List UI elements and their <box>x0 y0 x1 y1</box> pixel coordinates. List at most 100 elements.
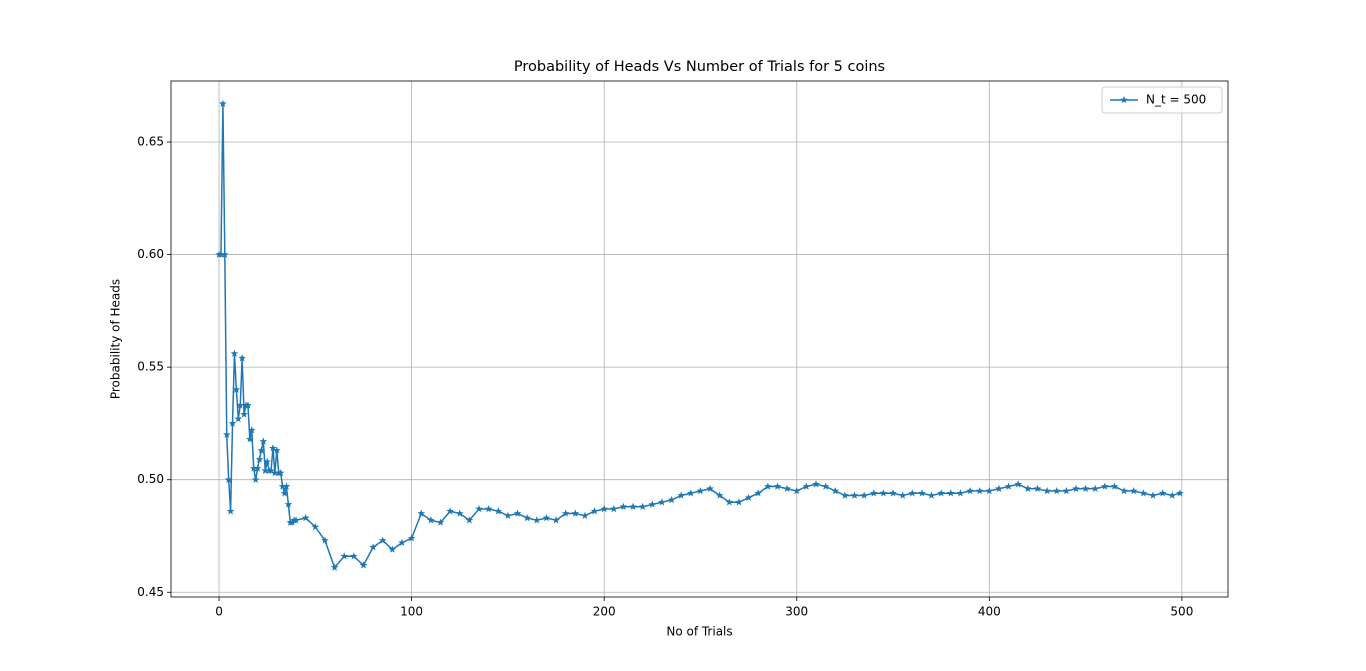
y-tick-label: 0.55 <box>137 360 164 374</box>
point-marker <box>321 536 329 544</box>
point-marker <box>831 486 840 495</box>
point-marker <box>436 518 445 526</box>
point-marker <box>638 502 647 510</box>
point-marker <box>257 446 266 454</box>
point-marker <box>244 401 252 409</box>
point-marker <box>219 99 227 107</box>
point-marker <box>648 500 657 508</box>
point-marker <box>985 486 994 495</box>
point-marker <box>455 509 464 517</box>
point-marker <box>330 563 339 571</box>
point-marker <box>224 475 233 483</box>
point-marker <box>908 489 917 497</box>
point-marker <box>869 489 878 497</box>
legend-label: N_t = 500 <box>1146 93 1206 107</box>
point-marker <box>261 466 270 474</box>
point-marker <box>255 455 264 463</box>
point-marker <box>590 507 599 515</box>
point-marker <box>715 491 724 499</box>
plot-frame <box>170 80 1229 598</box>
point-marker <box>561 509 570 517</box>
point-marker <box>228 419 237 427</box>
point-marker <box>744 493 753 501</box>
point-marker <box>263 457 271 465</box>
point-marker <box>735 498 743 506</box>
x-axis-label: No of Trials <box>666 625 732 639</box>
point-marker <box>369 543 377 551</box>
x-tick-label: 100 <box>400 605 423 619</box>
point-marker <box>259 437 268 445</box>
point-marker <box>850 491 859 499</box>
point-marker <box>226 507 235 515</box>
point-marker <box>359 561 368 569</box>
point-marker <box>725 498 734 506</box>
point-marker <box>995 484 1003 492</box>
point-marker <box>1024 484 1032 492</box>
point-marker <box>821 482 830 490</box>
point-marker <box>947 489 955 497</box>
point-marker <box>484 504 493 513</box>
point-marker <box>696 486 705 495</box>
point-marker <box>271 468 279 477</box>
point-marker <box>1004 482 1013 490</box>
point-marker <box>230 349 239 357</box>
legend-marker <box>1120 96 1128 104</box>
point-marker <box>1033 484 1042 492</box>
point-marker <box>898 491 907 499</box>
point-marker <box>1129 486 1138 495</box>
point-marker <box>253 464 262 472</box>
point-marker <box>247 426 256 434</box>
point-marker <box>269 444 277 452</box>
point-marker <box>350 552 358 560</box>
point-marker <box>956 489 965 497</box>
point-marker <box>222 430 231 438</box>
series-line <box>219 103 1181 569</box>
point-marker <box>249 464 258 472</box>
legend-box <box>1101 86 1223 114</box>
point-marker <box>475 504 483 513</box>
point-marker <box>792 486 801 495</box>
y-tick-label: 0.45 <box>137 585 164 599</box>
point-marker <box>1052 486 1061 495</box>
point-marker <box>1149 491 1157 499</box>
point-marker <box>301 513 310 522</box>
point-marker <box>706 484 714 492</box>
point-marker <box>812 480 820 488</box>
point-marker <box>629 502 637 510</box>
point-marker <box>378 536 387 544</box>
point-marker <box>280 489 289 497</box>
point-marker <box>975 486 984 495</box>
point-marker <box>284 500 293 508</box>
chart-title: Probability of Heads Vs Number of Trials… <box>514 59 885 75</box>
point-marker <box>918 489 926 497</box>
point-marker <box>841 491 849 499</box>
point-marker <box>658 498 666 506</box>
point-marker <box>860 491 868 499</box>
point-marker <box>879 489 888 497</box>
point-marker <box>1101 482 1109 490</box>
point-marker <box>273 446 281 454</box>
point-marker <box>446 507 454 515</box>
point-marker <box>677 491 686 499</box>
point-marker <box>1043 486 1051 495</box>
point-marker <box>532 516 541 524</box>
point-marker <box>523 513 531 522</box>
x-tick-label: 500 <box>1170 605 1193 619</box>
point-marker <box>773 482 782 490</box>
point-marker <box>610 504 618 513</box>
point-marker <box>1120 486 1128 495</box>
point-marker <box>407 534 416 542</box>
point-marker <box>1014 480 1022 488</box>
point-marker <box>581 511 589 519</box>
point-marker <box>619 502 628 510</box>
point-marker <box>427 516 435 524</box>
point-marker <box>251 475 260 483</box>
point-marker <box>311 522 320 531</box>
point-marker <box>240 410 248 418</box>
point-marker <box>276 468 285 477</box>
point-marker <box>282 482 291 490</box>
point-marker <box>1158 489 1167 497</box>
x-tick-label: 0 <box>215 605 223 619</box>
point-marker <box>513 509 522 517</box>
